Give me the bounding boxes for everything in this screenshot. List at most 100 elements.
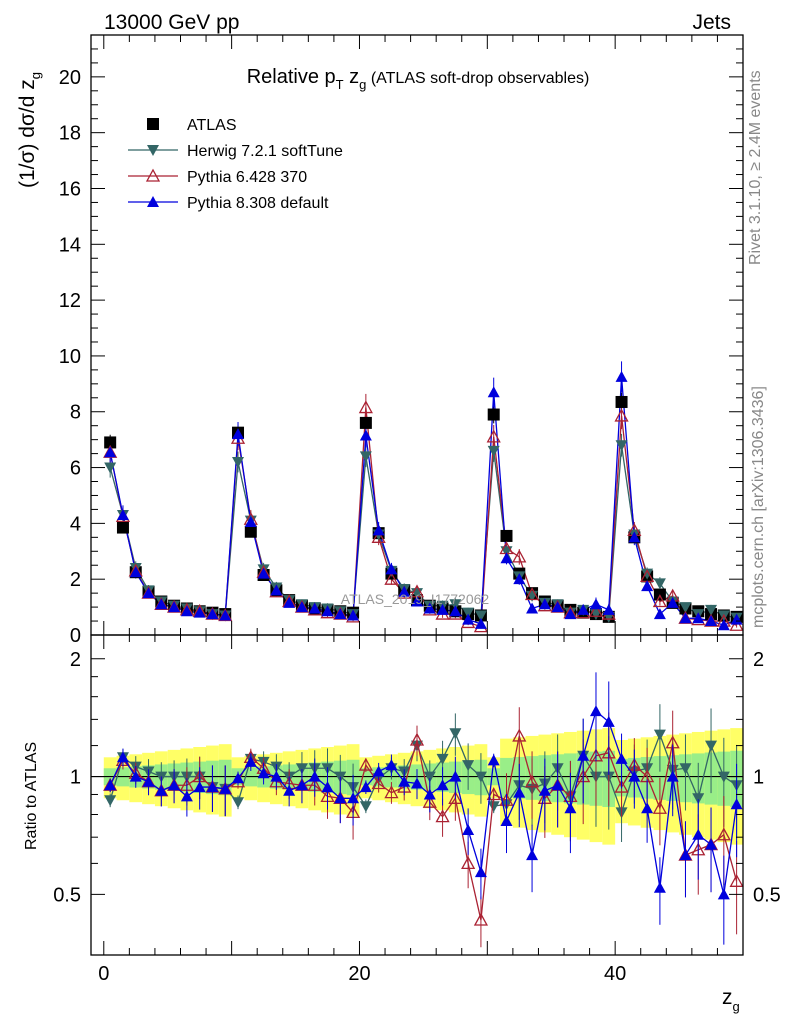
point-3 xyxy=(513,573,526,585)
ratio-point-0 xyxy=(295,763,308,775)
ratio-point-2 xyxy=(474,866,487,878)
point-1 xyxy=(705,604,718,616)
ratio-point-2 xyxy=(206,781,219,793)
ratio-point-2 xyxy=(487,754,500,766)
point-2 xyxy=(371,529,386,543)
point-2 xyxy=(652,594,667,608)
ratio-point-2 xyxy=(602,715,615,727)
point-2 xyxy=(588,603,604,617)
legend: ATLAS Herwig 7.2.1 softTune Pythia 6.428 3… xyxy=(128,117,343,212)
y-tick-label: 4 xyxy=(70,513,81,535)
point-3 xyxy=(116,509,129,520)
ratio-point-2 xyxy=(411,777,423,789)
point-3 xyxy=(449,605,462,617)
ratio-y-tick-label: 0.5 xyxy=(53,884,81,906)
point-1 xyxy=(615,440,628,452)
point-3 xyxy=(193,606,206,618)
ratio-point-2 xyxy=(462,824,475,836)
point-1 xyxy=(232,456,245,468)
ratio-point-0 xyxy=(679,763,692,775)
ratio-point-2 xyxy=(564,802,577,814)
ratio-y-tick-label: 2 xyxy=(70,649,81,671)
point-3 xyxy=(334,608,347,620)
ratio-point-2 xyxy=(449,770,462,782)
ratio-point-2 xyxy=(385,759,398,771)
point-3 xyxy=(206,608,219,620)
ratio-point-2 xyxy=(116,751,129,763)
ratio-point-1 xyxy=(448,790,463,804)
ratio-point-0 xyxy=(474,771,487,783)
ratio-point-2 xyxy=(347,792,360,804)
point-3 xyxy=(462,613,475,625)
point-3 xyxy=(244,515,257,527)
point-3 xyxy=(577,603,590,615)
y-tick-label: 10 xyxy=(59,346,81,368)
point-3 xyxy=(219,609,232,621)
ratio-point-2 xyxy=(334,792,347,804)
point-3 xyxy=(717,619,730,631)
point-2 xyxy=(524,587,540,601)
point-3 xyxy=(385,563,398,575)
point-0 xyxy=(615,395,628,408)
x-tick-label: 40 xyxy=(604,963,626,985)
point-3 xyxy=(730,613,743,625)
point-3 xyxy=(602,603,615,615)
ratio-point-2 xyxy=(641,802,654,814)
ratio-point-2 xyxy=(577,749,590,761)
ratio-point-0 xyxy=(449,728,462,740)
y-tick-label: 16 xyxy=(59,178,81,200)
ratio-point-2 xyxy=(423,788,436,800)
ratio-point-2 xyxy=(551,779,564,791)
point-0 xyxy=(359,416,372,429)
x-axis-label: zg xyxy=(722,986,740,1014)
ratio-point-0 xyxy=(717,771,730,783)
point-3 xyxy=(666,596,679,608)
ratio-point-2 xyxy=(359,781,372,793)
ratio-point-0 xyxy=(232,797,245,809)
y-axis-label: (1/σ) dσ/d zg xyxy=(16,72,43,188)
ratio-point-1 xyxy=(384,785,399,799)
ratio-point-0 xyxy=(423,771,436,783)
y-tick-label: 8 xyxy=(70,402,81,424)
point-3 xyxy=(295,601,308,613)
point-3 xyxy=(168,601,181,613)
ratio-point-2 xyxy=(168,779,181,791)
ratio-point-2 xyxy=(398,775,411,787)
point-3 xyxy=(359,429,372,441)
ratio-point-2 xyxy=(436,779,449,791)
point-3 xyxy=(180,605,193,617)
ratio-y-tick-label-right: 2 xyxy=(753,649,764,671)
point-3 xyxy=(129,566,142,578)
point-3 xyxy=(615,370,628,382)
y-tick-label: 20 xyxy=(59,67,81,89)
ratio-point-1 xyxy=(614,779,629,793)
point-3 xyxy=(487,386,500,398)
point-3 xyxy=(641,580,654,592)
point-3 xyxy=(283,596,296,608)
point-0 xyxy=(487,408,500,421)
point-3 xyxy=(628,531,641,543)
ratio-point-1 xyxy=(371,776,386,790)
ratio-point-2 xyxy=(308,770,321,782)
ratio-point-2 xyxy=(692,828,705,840)
point-3 xyxy=(104,446,117,458)
point-1 xyxy=(449,599,462,611)
ratio-point-0 xyxy=(436,753,449,765)
point-2 xyxy=(614,408,629,422)
point-3 xyxy=(232,428,245,440)
y-tick-label: 18 xyxy=(59,123,81,145)
ratio-point-2 xyxy=(717,888,730,900)
ratio-point-2 xyxy=(232,772,245,784)
legend-marker-0 xyxy=(147,118,159,130)
ratio-point-0 xyxy=(359,801,372,813)
ratio-point-1 xyxy=(729,873,744,887)
ratio-point-0 xyxy=(104,795,117,807)
x-tick-label: 0 xyxy=(98,963,109,985)
point-3 xyxy=(270,584,283,596)
y-tick-label: 12 xyxy=(59,290,81,312)
ratio-point-2 xyxy=(142,775,155,787)
point-1 xyxy=(474,610,487,622)
point-3 xyxy=(679,612,692,624)
data-layer xyxy=(103,361,744,948)
